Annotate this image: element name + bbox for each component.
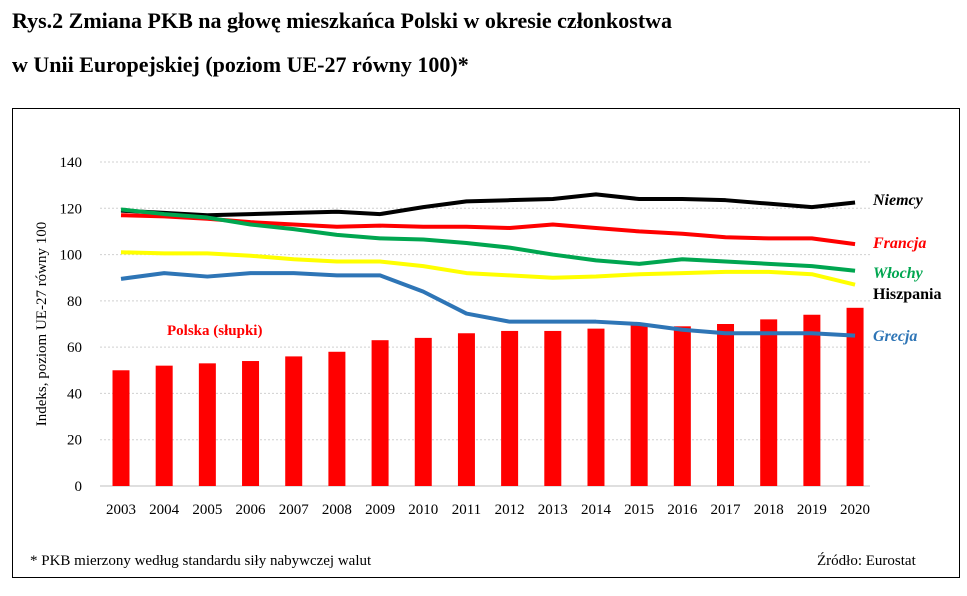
x-tick-label: 2004: [149, 502, 180, 518]
x-tick-label: 2018: [754, 502, 784, 518]
bars-label: Polska (słupki): [167, 323, 262, 339]
x-tick-label: 2006: [236, 502, 267, 518]
bar-polska: [198, 363, 216, 486]
chart-frame: [12, 108, 960, 578]
x-tick-label: 2010: [408, 502, 438, 518]
bar-polska: [112, 370, 130, 486]
line-hiszpania: [120, 250, 856, 287]
bar-polska: [760, 319, 778, 486]
legend-label-francja: Francja: [872, 235, 926, 252]
x-tick-label: 2008: [322, 502, 352, 518]
bar-polska: [846, 307, 864, 486]
chart-title-line1: Rys.2 Zmiana PKB na głowę mieszkańca Pol…: [12, 8, 673, 33]
bar-polska: [242, 361, 260, 486]
x-tick-label: 2013: [538, 502, 568, 518]
chart-title-line2: w Unii Europejskiej (poziom UE-27 równy …: [12, 52, 469, 77]
line-niemcy: [120, 192, 856, 218]
x-tick-label: 2016: [667, 502, 698, 518]
line-włochy: [120, 207, 856, 273]
legend-label-grecja: Grecja: [873, 328, 917, 345]
x-tick-label: 2015: [624, 502, 654, 518]
bar-polska: [630, 324, 648, 486]
legend-label-hiszpania: Hiszpania: [873, 286, 941, 303]
y-tick-label: 40: [67, 386, 82, 402]
y-axis-label: Indeks, poziom UE-27 równy 100: [34, 222, 50, 427]
bar-polska: [544, 330, 562, 486]
y-tick-label: 0: [75, 479, 83, 495]
bar-polska: [501, 330, 519, 486]
x-tick-label: 2020: [840, 502, 870, 518]
y-tick-label: 120: [60, 201, 83, 217]
x-tick-label: 2005: [192, 502, 222, 518]
y-tick-label: 80: [67, 294, 82, 310]
bar-polska: [414, 337, 432, 486]
x-tick-label: 2007: [279, 502, 310, 518]
bar-polska: [328, 351, 346, 486]
x-tick-label: 2012: [495, 502, 525, 518]
x-tick-label: 2011: [452, 502, 481, 518]
bar-polska: [803, 314, 821, 486]
bar-polska: [717, 324, 735, 486]
x-tick-label: 2014: [581, 502, 612, 518]
y-tick-label: 100: [60, 248, 83, 264]
legend-label-włochy: Włochy: [873, 265, 924, 282]
y-tick-label: 20: [67, 433, 82, 449]
x-tick-label: 2019: [797, 502, 827, 518]
bar-polska: [457, 333, 475, 486]
bar-polska: [371, 340, 389, 486]
x-tick-label: 2003: [106, 502, 136, 518]
bar-polska: [155, 365, 173, 486]
bar-polska: [587, 328, 605, 486]
bar-polska: [673, 326, 691, 486]
y-tick-label: 60: [67, 340, 82, 356]
y-tick-label: 140: [60, 155, 83, 171]
bar-polska: [285, 356, 303, 486]
x-tick-label: 2009: [365, 502, 395, 518]
footnote: * PKB mierzony według standardu siły nab…: [30, 553, 372, 569]
x-tick-label: 2017: [711, 502, 742, 518]
line-grecja: [120, 271, 856, 338]
legend-label-niemcy: Niemcy: [872, 192, 924, 209]
source-note: Źródło: Eurostat: [817, 553, 916, 569]
